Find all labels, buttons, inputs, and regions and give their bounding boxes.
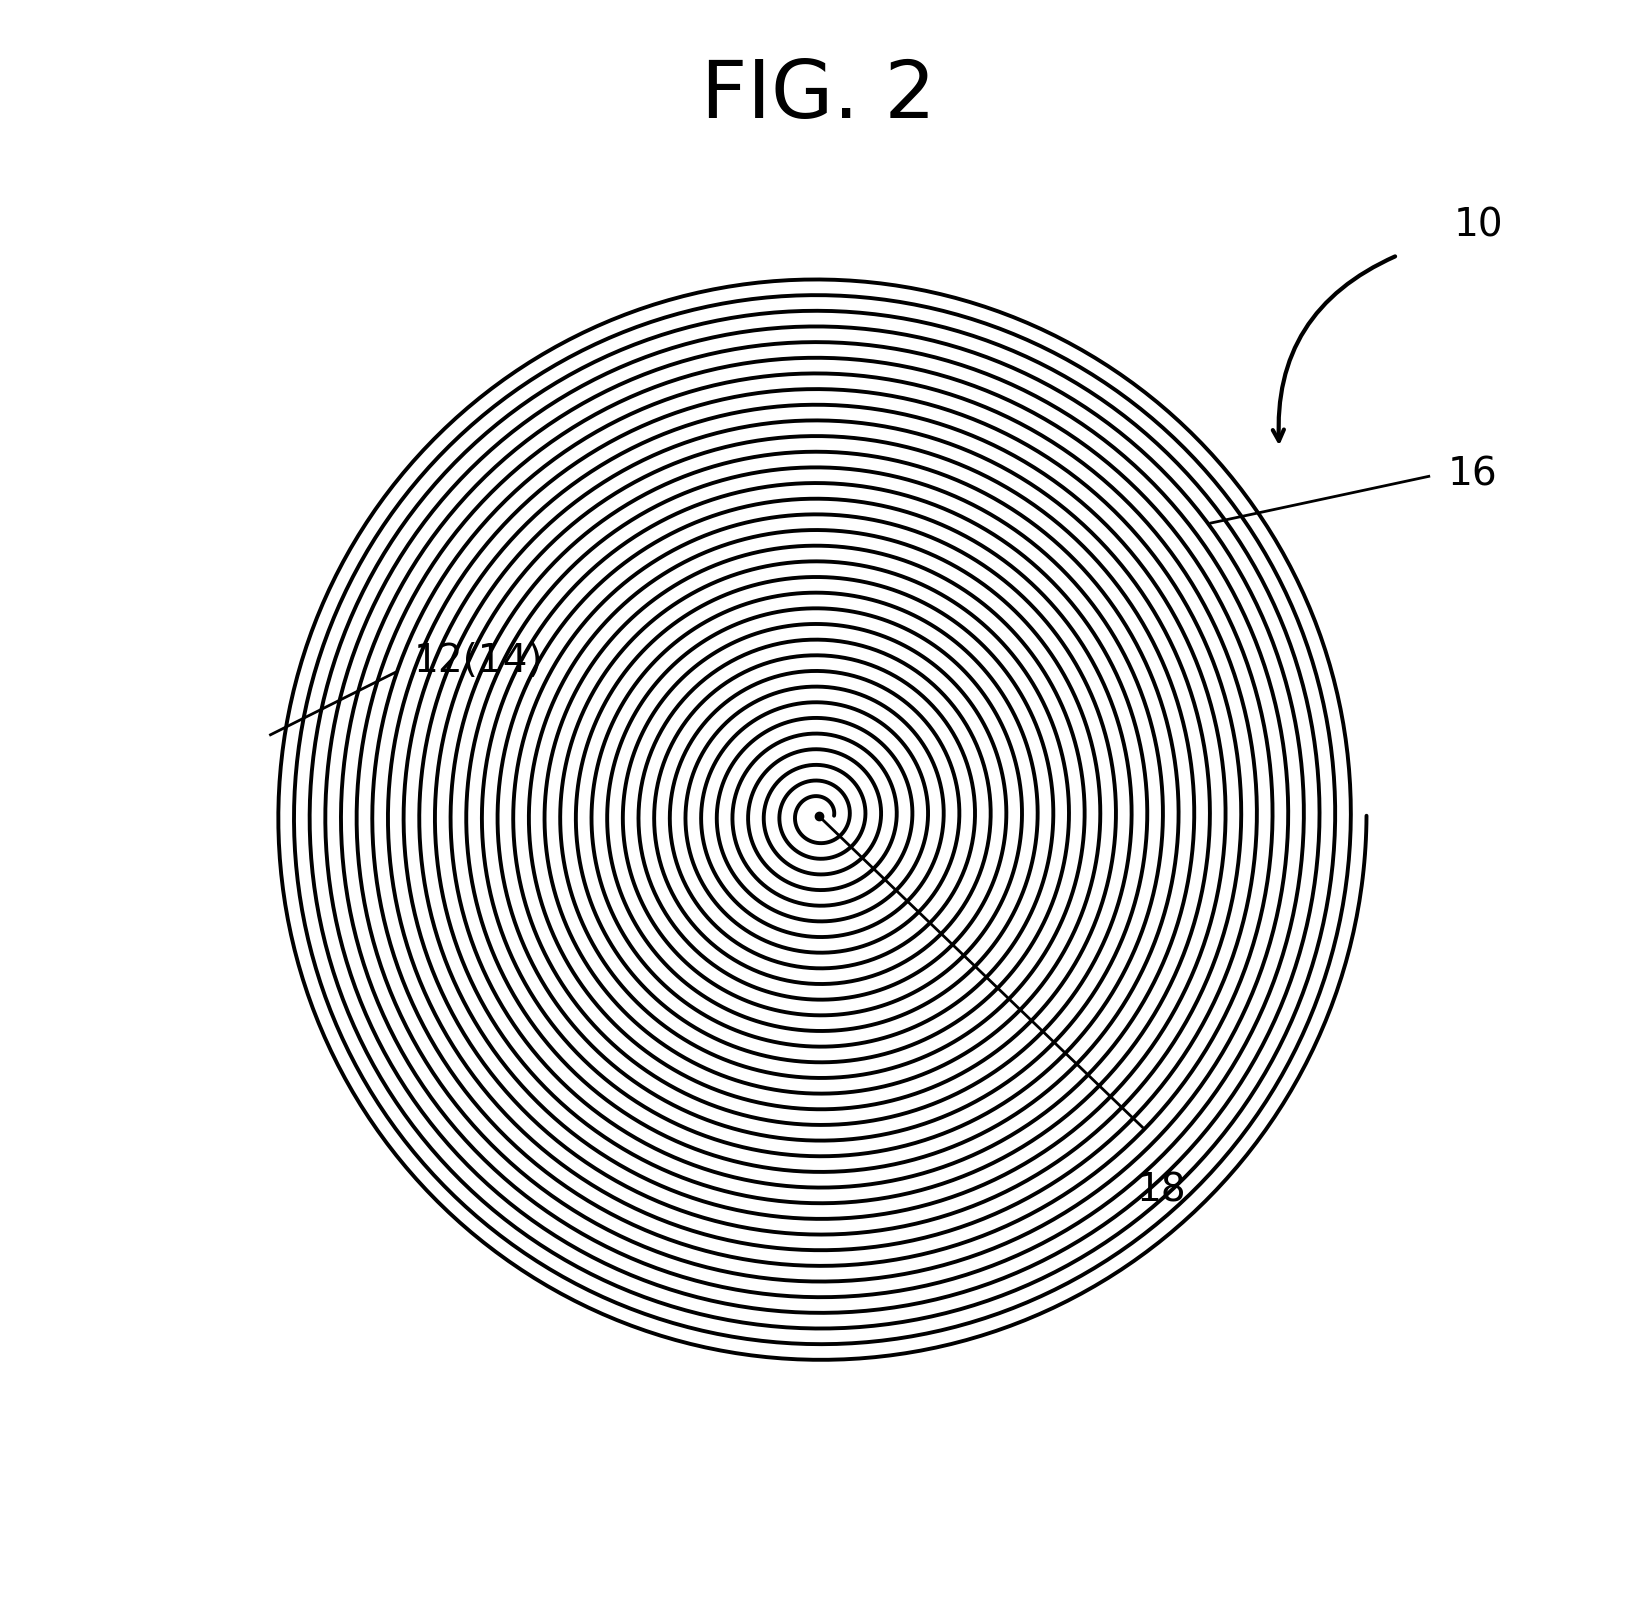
Text: 12(14): 12(14) — [414, 642, 543, 679]
Text: 10: 10 — [1454, 207, 1503, 244]
Text: 16: 16 — [1447, 455, 1498, 492]
Text: FIG. 2: FIG. 2 — [701, 56, 936, 134]
Text: 18: 18 — [1136, 1172, 1185, 1209]
